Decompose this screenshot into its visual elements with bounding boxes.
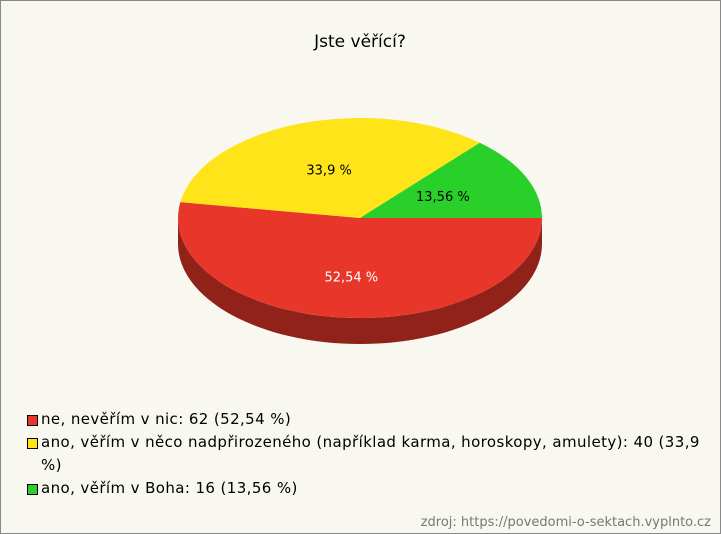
slice-side	[178, 218, 542, 344]
legend-item: ano, věřím v něco nadpřirozeného (napřík…	[27, 431, 712, 477]
chart-title: Jste věřící?	[313, 32, 406, 52]
slice	[180, 117, 480, 218]
legend-label: ne, nevěřím v nic: 62 (52,54 %)	[41, 410, 292, 428]
legend-label: ano, věřím v Boha: 16 (13,56 %)	[41, 479, 298, 497]
data-label: 52,54 %	[324, 270, 378, 285]
slice	[360, 142, 542, 218]
legend-swatch	[27, 438, 38, 449]
legend-item: ne, nevěřím v nic: 62 (52,54 %)	[27, 408, 712, 431]
source: zdroj: https://povedomi-o-sektach.vyplnt…	[420, 515, 711, 530]
legend-item: ano, věřím v Boha: 16 (13,56 %)	[27, 477, 712, 500]
legend-swatch	[27, 484, 38, 495]
legend-swatch	[27, 415, 38, 426]
legend-label: ano, věřím v něco nadpřirozeného (napřík…	[41, 433, 700, 474]
data-label: 13,56 %	[416, 190, 470, 205]
legend: ne, nevěřím v nic: 62 (52,54 %) ano, věří…	[27, 408, 712, 500]
data-label: 33,9 %	[306, 163, 351, 178]
slice	[178, 202, 543, 318]
